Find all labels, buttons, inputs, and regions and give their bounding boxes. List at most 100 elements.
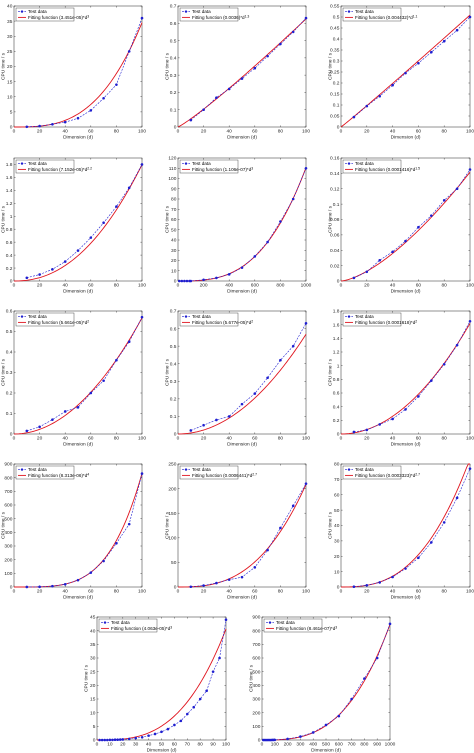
y-tick-label: 0.2 — [170, 90, 177, 96]
legend-fit-label: Fitting function (7.152e-05)*d2.2 — [28, 166, 92, 172]
y-tick-label: 0.12 — [330, 186, 340, 192]
chart-panel: 0 10 20 30 40 50 60 70 80 90 100 0 5 10 15 20 25 30 35 40 45… — [84, 615, 231, 753]
test-data-point — [115, 205, 118, 208]
test-data-point — [365, 584, 369, 587]
test-data-point — [189, 585, 193, 589]
x-tick-label: 10 — [107, 742, 113, 748]
y-tick-label: 25 — [7, 49, 13, 55]
test-data-line — [190, 323, 307, 431]
chart-panel: 0 20 40 60 80 100 0 0.2 0.4 0.6 0.8 1 1.2 1.4 1.6 1.8 Di… — [328, 309, 474, 448]
x-tick-label: 500 — [322, 742, 330, 748]
x-tick-label: 60 — [252, 129, 258, 135]
plot-area — [177, 5, 307, 128]
y-tick-label: 0.7 — [170, 309, 177, 315]
legend-data-marker — [184, 10, 188, 13]
legend-box — [263, 618, 323, 633]
y-axis-label: CPU time / s — [165, 511, 171, 539]
test-data-point — [25, 585, 29, 589]
y-tick-label: 900 — [252, 615, 260, 621]
y-tick-label: 10 — [90, 710, 96, 716]
test-data-point — [102, 96, 105, 100]
chart-panel: 0 20 40 60 80 100 0 10 20 30 40 50 60 70 80 Dimension (… — [328, 462, 474, 601]
y-tick-label: 40 — [7, 4, 13, 10]
fit-curve — [14, 22, 143, 128]
x-axis-label: Dimension (d) — [63, 135, 93, 141]
y-tick-label: 30 — [90, 656, 96, 662]
test-data-point — [417, 61, 420, 65]
y-tick-label: 10 — [7, 94, 13, 100]
chart-panel: 0 200 400 600 800 1000 0 10 20 30 40 50 60 70 80 90 100 1… — [165, 156, 312, 295]
x-tick-label: 80 — [114, 129, 120, 135]
y-tick-label: 35 — [7, 19, 13, 25]
y-tick-label: 0.4 — [6, 253, 13, 259]
x-tick-label: 400 — [225, 283, 233, 289]
legend-fit-label: Fitting function (8.461e-07)*d3 — [276, 625, 337, 631]
test-data-point — [266, 376, 269, 380]
test-data-point — [102, 221, 105, 225]
plot-area — [340, 157, 471, 282]
x-tick-label: 0 — [340, 436, 343, 442]
test-data-point — [186, 712, 189, 716]
test-data-point — [417, 556, 420, 560]
fit-curve — [340, 171, 471, 282]
x-tick-label: 60 — [172, 742, 178, 748]
y-tick-label: 700 — [252, 642, 260, 648]
legend-data-marker — [184, 468, 188, 471]
y-tick-label: 35 — [90, 642, 96, 648]
test-data-point — [391, 575, 394, 579]
test-data-point — [89, 236, 93, 239]
y-tick-label: 400 — [4, 530, 12, 536]
x-axis-label: Dimension (d) — [311, 748, 341, 753]
test-data-point — [38, 425, 41, 429]
y-tick-label: 50 — [334, 508, 340, 514]
test-data-point — [89, 571, 93, 574]
y-tick-label: 30 — [334, 539, 340, 545]
test-data-point — [202, 423, 205, 427]
x-tick-label: 20 — [201, 436, 207, 442]
test-data-point — [266, 240, 269, 244]
legend-fit-label: Fitting function (0.0001618)*d2 — [355, 319, 417, 325]
y-tick-label: 0.1 — [333, 103, 340, 109]
test-data-point — [240, 402, 244, 406]
test-data-point — [166, 727, 170, 731]
x-tick-label: 20 — [37, 129, 43, 135]
test-data-point — [205, 689, 208, 693]
x-tick-label: 0 — [13, 436, 16, 442]
test-data-point — [253, 66, 257, 70]
test-data-point — [404, 71, 407, 75]
y-tick-label: 0.06 — [330, 233, 340, 239]
test-data-point — [140, 315, 144, 319]
test-data-point — [180, 279, 184, 283]
legend-box — [98, 618, 158, 633]
y-tick-label: 15 — [7, 79, 13, 85]
y-tick-label: 0.7 — [170, 4, 177, 10]
x-tick-label: 60 — [252, 589, 258, 595]
test-data-point — [118, 738, 122, 741]
x-tick-label: 0 — [340, 283, 343, 289]
test-data-point — [227, 273, 231, 276]
test-data-line — [353, 169, 471, 279]
x-tick-label: 0 — [13, 129, 16, 135]
test-data-point — [304, 166, 308, 170]
y-axis-label: CPU time / s — [249, 664, 255, 692]
x-tick-label: 20 — [364, 436, 370, 442]
legend-box — [15, 159, 75, 174]
test-data-point — [227, 578, 231, 581]
test-data-point — [350, 697, 353, 701]
y-tick-label: 0.5 — [333, 15, 340, 21]
x-tick-label: 60 — [88, 436, 94, 442]
x-tick-label: 40 — [63, 589, 69, 595]
y-tick-label: 500 — [252, 669, 260, 675]
y-tick-label: 400 — [252, 683, 260, 689]
legend-fit-label: Fitting function (4.063e-05)*d3 — [111, 625, 172, 631]
y-tick-label: 1.6 — [6, 175, 13, 181]
x-tick-label: 20 — [37, 589, 43, 595]
plot-area — [340, 310, 471, 435]
legend-data-marker — [20, 10, 24, 13]
y-tick-label: 0 — [93, 738, 96, 744]
test-data-point — [215, 581, 218, 585]
legend-data-marker — [268, 621, 272, 624]
y-tick-label: 0.04 — [330, 248, 340, 254]
test-data-point — [365, 104, 369, 108]
